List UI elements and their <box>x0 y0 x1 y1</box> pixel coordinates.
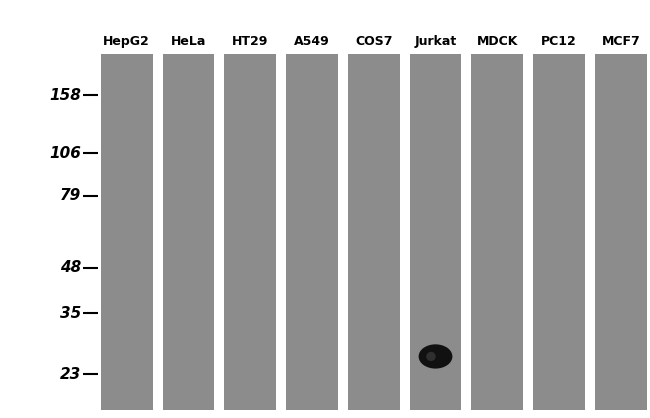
Bar <box>101 54 153 410</box>
Text: 48: 48 <box>60 260 81 275</box>
Ellipse shape <box>419 344 452 369</box>
Text: 158: 158 <box>49 88 81 103</box>
Text: MDCK: MDCK <box>476 35 518 48</box>
Text: Jurkat: Jurkat <box>415 35 457 48</box>
Bar <box>162 54 214 410</box>
Text: COS7: COS7 <box>355 35 393 48</box>
Bar <box>224 54 276 410</box>
Bar <box>471 54 523 410</box>
Bar <box>410 54 462 410</box>
Bar <box>533 54 585 410</box>
Bar <box>286 54 338 410</box>
Text: 23: 23 <box>60 367 81 382</box>
Text: A549: A549 <box>294 35 330 48</box>
Text: MCF7: MCF7 <box>601 35 640 48</box>
Text: 35: 35 <box>60 306 81 321</box>
Text: HeLa: HeLa <box>171 35 206 48</box>
Text: HT29: HT29 <box>232 35 268 48</box>
Text: HepG2: HepG2 <box>103 35 150 48</box>
Bar <box>348 54 400 410</box>
Text: 106: 106 <box>49 146 81 161</box>
Text: PC12: PC12 <box>541 35 577 48</box>
Text: 79: 79 <box>60 188 81 203</box>
Bar <box>595 54 647 410</box>
Ellipse shape <box>426 352 436 361</box>
